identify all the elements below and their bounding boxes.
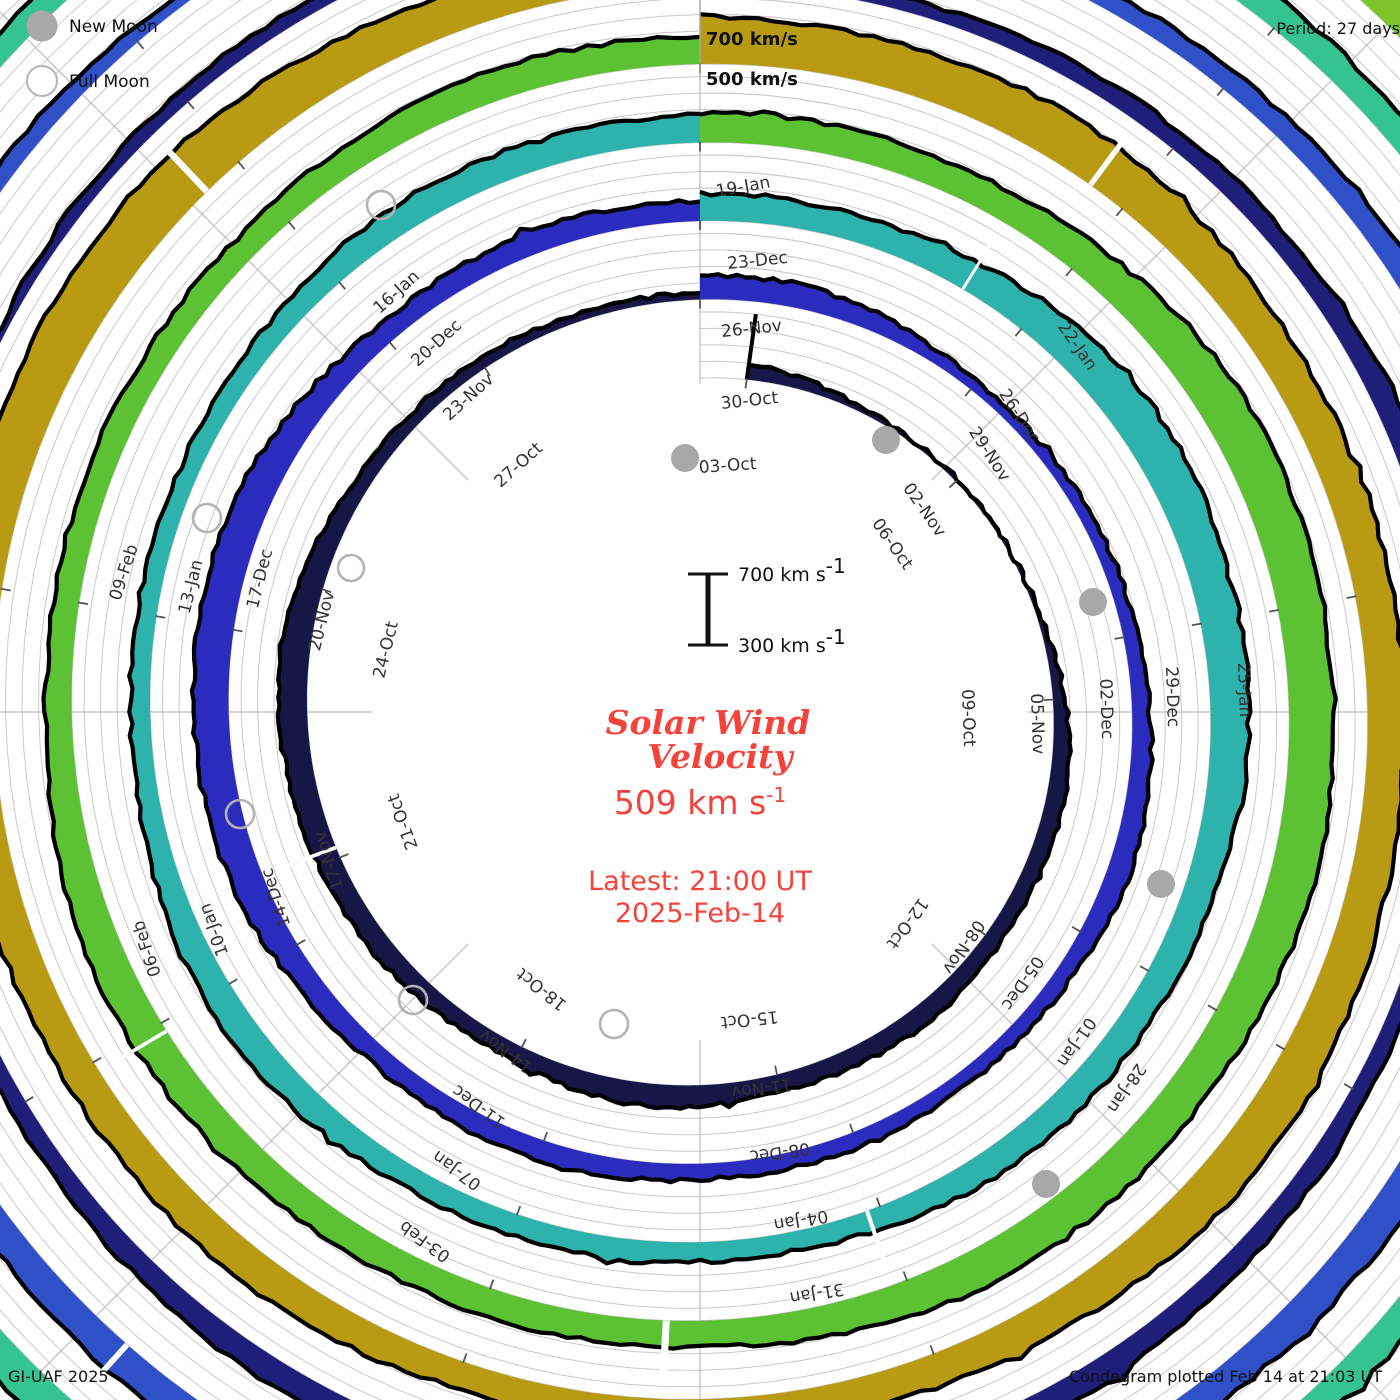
velocity-trace: [127, 111, 1253, 1266]
date-label: 30-Oct: [720, 388, 780, 414]
new-moon-marker-icon: [1079, 588, 1107, 616]
moon-markers: [191, 189, 1175, 1198]
center-readout: 700 km s-1 300 km s-1 Solar Wind Velocit…: [588, 554, 846, 929]
velocity-trace: [189, 198, 1156, 1185]
data-gap: [111, 1029, 168, 1065]
svg-text:15-Oct: 15-Oct: [719, 1006, 779, 1032]
velocity-trace: [41, 34, 1338, 1351]
radial-axis-label-outer: 700 km/s: [706, 29, 798, 50]
date-label: 27-Oct: [491, 438, 547, 492]
date-label: 29-Nov: [964, 423, 1014, 485]
velocity-value: 509 km s-1: [614, 783, 786, 822]
date-label: 25-Jan: [1233, 662, 1255, 718]
velocity-trace: [275, 291, 1073, 1111]
credit-label: GI-UAF 2025: [8, 1367, 109, 1386]
page-title-line1: Solar Wind: [606, 703, 811, 742]
date-label: 21-Oct: [384, 791, 423, 852]
legend: New Moon Full Moon: [26, 10, 158, 97]
date-label: 26-Nov: [720, 316, 783, 342]
svg-text:27-Oct: 27-Oct: [491, 438, 547, 492]
data-gap: [865, 1210, 889, 1272]
radial-axis-label-inner: 500 km/s: [706, 69, 798, 90]
date-label: 03-Oct: [698, 454, 757, 478]
scalebar-bottom-label: 300 km s-1: [738, 625, 846, 657]
svg-text:21-Oct: 21-Oct: [384, 791, 423, 852]
date-label: 18-Oct: [513, 963, 571, 1014]
date-label: 24-Oct: [369, 619, 402, 680]
full-moon-marker-icon: [365, 189, 397, 221]
new-moon-marker-icon: [1147, 870, 1175, 898]
svg-text:23-Dec: 23-Dec: [726, 248, 788, 274]
date-label: 23-Dec: [726, 248, 788, 274]
legend-label-new-moon: New Moon: [69, 17, 158, 37]
data-gap: [82, 1342, 130, 1394]
data-gap: [1088, 132, 1130, 187]
data-gap: [161, 143, 210, 194]
full-moon-marker-icon: [397, 984, 429, 1016]
full-moon-marker-icon: [336, 553, 366, 583]
full-moon-marker-icon: [598, 1008, 630, 1040]
date-label: 06-Feb: [129, 918, 166, 979]
date-label: 29-Dec: [1161, 666, 1183, 727]
data-gap: [276, 845, 337, 872]
center-scalebar: [688, 572, 728, 647]
date-label: 02-Nov: [898, 479, 949, 540]
svg-text:02-Dec: 02-Dec: [1095, 678, 1117, 739]
svg-text:30-Oct: 30-Oct: [720, 388, 780, 414]
open-circle-icon: [26, 65, 58, 97]
svg-text:26-Nov: 26-Nov: [720, 316, 783, 342]
plotted-label: Condegram plotted Feb 14 at 21:03 UT: [1069, 1367, 1382, 1386]
date-label: 15-Oct: [719, 1006, 779, 1032]
svg-text:29-Nov: 29-Nov: [964, 423, 1014, 485]
data-gap: [961, 235, 998, 290]
date-label: 09-Oct: [957, 689, 979, 748]
new-moon-marker-icon: [872, 426, 900, 454]
filled-circle-icon: [26, 10, 58, 42]
legend-label-full-moon: Full Moon: [69, 72, 150, 92]
page-title-line2: Velocity: [647, 737, 795, 776]
data-gap: [659, 1320, 670, 1384]
latest-time: Latest: 21:00 UT: [588, 866, 812, 897]
svg-text:24-Oct: 24-Oct: [369, 619, 402, 680]
full-moon-marker-icon: [191, 502, 223, 534]
scalebar-top-label: 700 km s-1: [738, 554, 846, 586]
svg-text:29-Dec: 29-Dec: [1161, 666, 1183, 727]
latest-date: 2025-Feb-14: [615, 898, 785, 929]
date-label: 11-Nov: [730, 1074, 793, 1102]
new-moon-marker-icon: [1032, 1170, 1060, 1198]
date-label: 05-Nov: [1026, 693, 1048, 755]
credit: GI-UAF 2025: [8, 1367, 109, 1386]
full-moon-marker-icon: [224, 798, 256, 830]
date-label: 02-Dec: [1095, 678, 1117, 739]
period-label: Period: 27 days: [1276, 19, 1400, 38]
svg-text:03-Oct: 03-Oct: [698, 454, 757, 478]
plotted-stamp: Condegram plotted Feb 14 at 21:03 UT: [1069, 1367, 1382, 1386]
svg-text:09-Oct: 09-Oct: [957, 689, 979, 748]
svg-text:18-Oct: 18-Oct: [513, 963, 571, 1014]
svg-text:05-Nov: 05-Nov: [1026, 693, 1048, 755]
svg-text:25-Jan: 25-Jan: [1233, 662, 1255, 718]
svg-text:02-Nov: 02-Nov: [898, 479, 949, 540]
new-moon-marker-icon: [671, 444, 699, 472]
svg-text:06-Feb: 06-Feb: [129, 918, 166, 979]
period-readout: Period: 27 days: [1276, 19, 1400, 38]
svg-text:11-Nov: 11-Nov: [730, 1074, 793, 1102]
radial-axis-labels: 700 km/s 500 km/s: [706, 29, 798, 90]
